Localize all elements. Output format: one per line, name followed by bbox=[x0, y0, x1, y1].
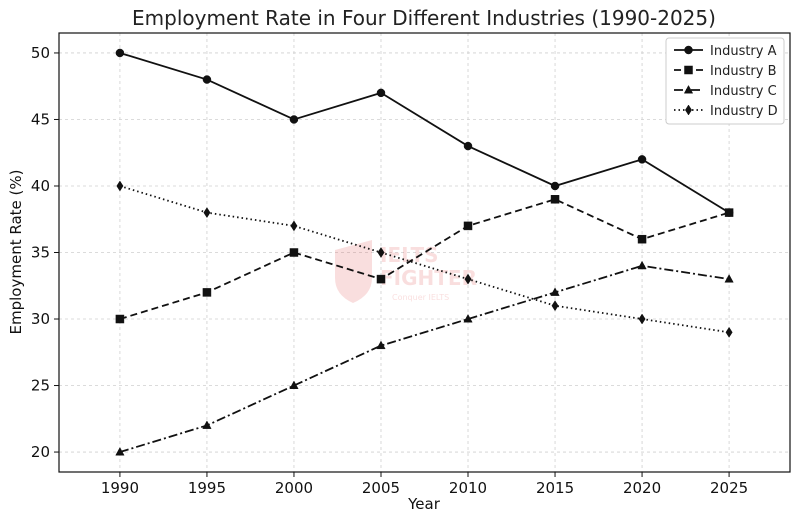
data-point-triangle bbox=[202, 420, 212, 429]
x-tick-label: 2000 bbox=[275, 479, 313, 497]
data-point-triangle bbox=[550, 287, 560, 296]
series-line bbox=[119, 264, 730, 453]
x-tick-label: 1995 bbox=[188, 479, 226, 497]
series-line bbox=[119, 185, 730, 334]
legend-item: Industry B bbox=[674, 64, 777, 79]
watermark-line1: IELTS bbox=[380, 243, 439, 267]
legend-label: Industry C bbox=[710, 84, 777, 99]
data-point-circle bbox=[637, 155, 647, 164]
legend-label: Industry B bbox=[710, 64, 777, 79]
y-tick-label: 25 bbox=[31, 377, 50, 395]
series-line bbox=[119, 198, 730, 320]
data-point-triangle bbox=[637, 260, 647, 270]
data-point-circle bbox=[463, 141, 473, 151]
data-point-circle bbox=[289, 115, 299, 124]
data-point-square bbox=[202, 288, 212, 297]
series-3 bbox=[115, 260, 734, 456]
data-point-diamond bbox=[377, 247, 385, 258]
data-point-square bbox=[376, 274, 386, 284]
data-point-triangle bbox=[289, 380, 299, 389]
series-4 bbox=[116, 180, 733, 338]
data-point-triangle bbox=[376, 340, 386, 350]
x-tick-label: 2005 bbox=[362, 479, 400, 497]
data-point-triangle bbox=[724, 274, 734, 283]
data-point-diamond bbox=[638, 313, 646, 325]
data-point-triangle bbox=[115, 447, 125, 456]
legend-marker-circle bbox=[684, 45, 693, 55]
x-tick-label: 2015 bbox=[536, 479, 574, 497]
x-tick-label: 2025 bbox=[710, 479, 748, 497]
y-tick-label: 40 bbox=[31, 177, 50, 195]
data-point-diamond bbox=[116, 180, 124, 192]
series-1 bbox=[115, 48, 734, 217]
legend-item: Industry D bbox=[674, 104, 778, 119]
data-point-square bbox=[724, 208, 734, 217]
data-point-circle bbox=[550, 181, 560, 191]
y-tick-label: 35 bbox=[31, 244, 50, 262]
data-point-square bbox=[463, 221, 473, 231]
y-axis-label: Employment Rate (%) bbox=[7, 170, 25, 335]
y-tick-label: 45 bbox=[31, 110, 50, 128]
y-tick-label: 20 bbox=[31, 443, 50, 461]
legend-item: Industry C bbox=[674, 84, 777, 99]
y-tick-label: 50 bbox=[31, 44, 50, 62]
data-point-diamond bbox=[725, 326, 733, 338]
data-point-diamond bbox=[203, 207, 211, 219]
watermark-line3: Conquer IELTS bbox=[392, 293, 449, 302]
watermark: IELTS FIGHTER Conquer IELTS bbox=[335, 240, 477, 303]
legend: Industry A Industry B Industry C Industry D bbox=[665, 37, 785, 125]
data-point-diamond bbox=[464, 273, 472, 285]
data-point-circle bbox=[115, 48, 125, 58]
data-point-square bbox=[289, 248, 299, 257]
chart-title: Employment Rate in Four Different Indust… bbox=[132, 6, 716, 30]
y-axis: 20 25 30 35 40 45 50 bbox=[31, 44, 59, 461]
legend-label: Industry A bbox=[710, 44, 777, 59]
x-axis-label: Year bbox=[407, 495, 441, 513]
data-point-circle bbox=[202, 75, 212, 84]
legend-label: Industry D bbox=[710, 104, 778, 119]
watermark-line2: FIGHTER bbox=[380, 266, 477, 290]
series-2 bbox=[115, 195, 734, 324]
data-point-diamond bbox=[290, 220, 298, 232]
x-tick-label: 2020 bbox=[623, 479, 661, 497]
watermark-shield-icon bbox=[335, 240, 372, 303]
data-point-diamond bbox=[551, 300, 559, 312]
legend-box bbox=[665, 37, 785, 125]
series-line bbox=[119, 52, 730, 214]
x-tick-label: 2010 bbox=[449, 479, 487, 497]
legend-marker-triangle bbox=[683, 84, 694, 94]
series-layer bbox=[115, 48, 734, 456]
data-point-triangle bbox=[463, 313, 473, 323]
data-point-square bbox=[115, 314, 125, 324]
data-point-square bbox=[550, 195, 560, 204]
data-point-circle bbox=[376, 88, 386, 98]
data-point-square bbox=[637, 234, 647, 244]
x-tick-label: 1990 bbox=[101, 479, 139, 497]
x-axis: 1990 1995 2000 2005 2010 2015 2020 2025 bbox=[101, 472, 748, 497]
y-tick-label: 30 bbox=[31, 310, 50, 328]
legend-item: Industry A bbox=[674, 44, 777, 59]
legend-marker-square bbox=[684, 65, 693, 75]
legend-marker-diamond bbox=[685, 104, 692, 116]
